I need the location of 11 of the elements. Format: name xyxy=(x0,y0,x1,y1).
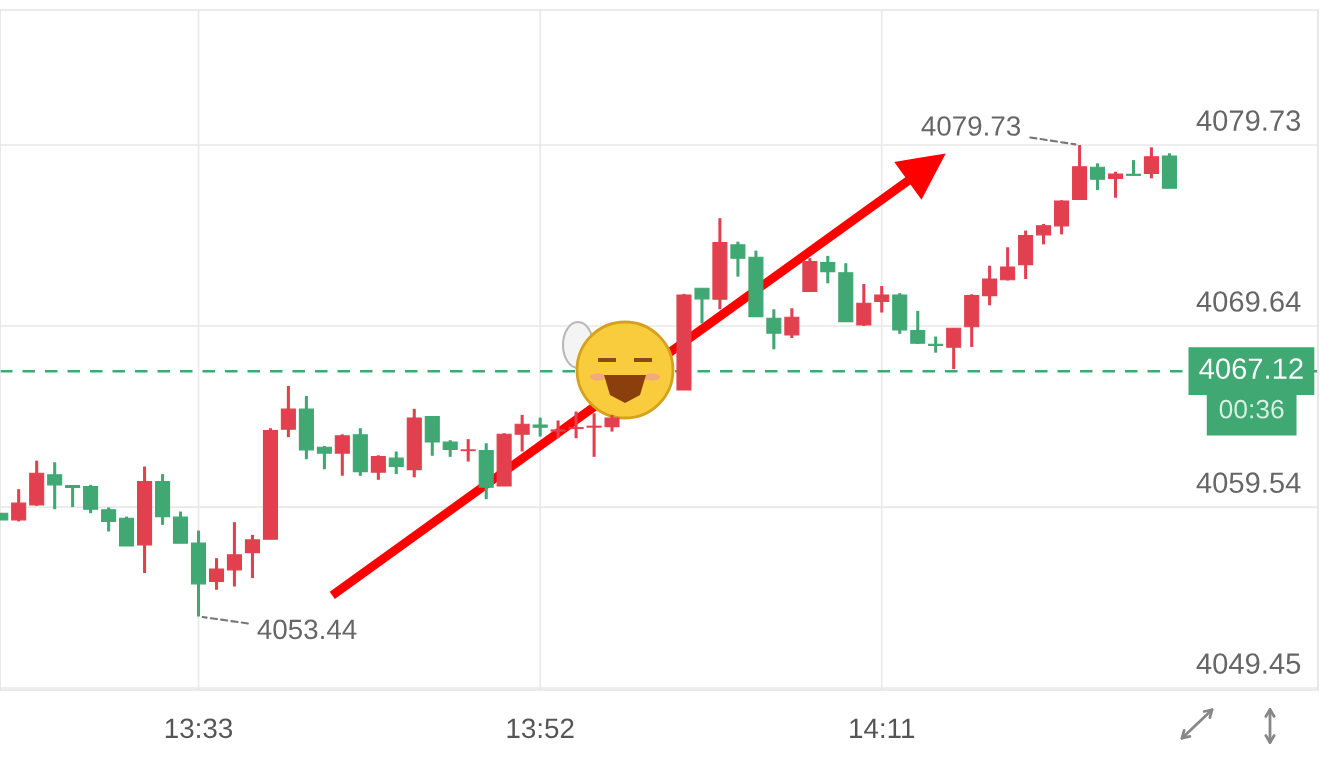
x-tick-label: 13:52 xyxy=(507,718,574,739)
x-tick-label: 13:33 xyxy=(165,718,233,739)
y-tick-label: 4079.73 xyxy=(1196,110,1301,131)
annotation: 4079.73 xyxy=(921,116,1021,136)
annotation: 4053.44 xyxy=(257,619,357,640)
annotation: 00:36 xyxy=(1219,399,1284,419)
y-tick-label: 4069.64 xyxy=(1196,291,1301,312)
ref-line-label: 4067.12 xyxy=(1199,358,1303,379)
y-tick-label: 4049.45 xyxy=(1196,653,1301,674)
x-tick-label: 14:11 xyxy=(850,718,915,738)
y-tick-label: 4059.54 xyxy=(1196,472,1301,493)
